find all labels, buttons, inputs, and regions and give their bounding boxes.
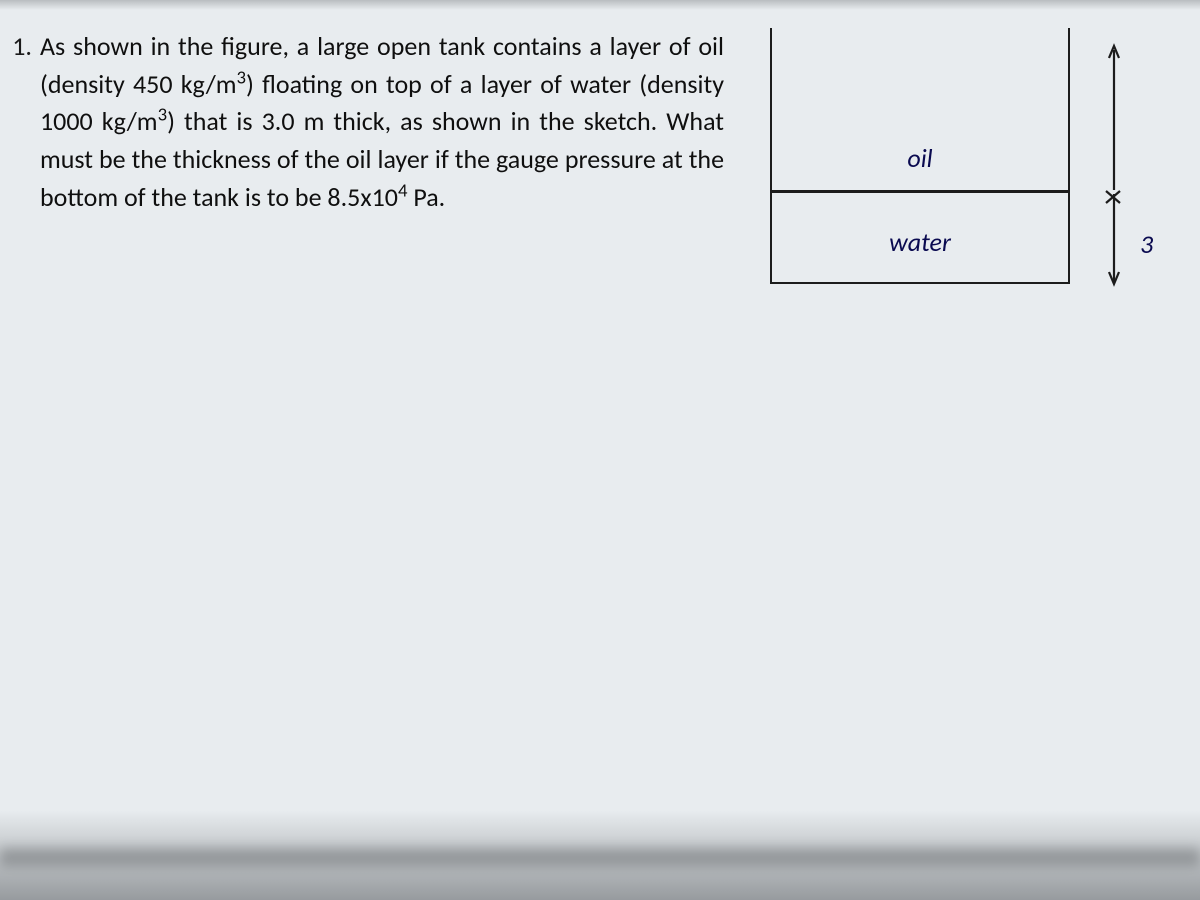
water-thickness-label: 3 xyxy=(1140,228,1153,260)
question-text: As shown in the figure, a large open tan… xyxy=(40,28,724,216)
content-row: 1. As shown in the figure, a large open … xyxy=(4,28,1196,298)
photo-vignette-bottom xyxy=(0,810,1200,900)
question-block: 1. As shown in the figure, a large open … xyxy=(4,28,724,216)
dimension-cross-icon xyxy=(1104,188,1122,206)
photo-vignette-top xyxy=(0,0,1200,10)
dimension-arrows: 3 xyxy=(1108,42,1198,290)
figure-wrap: oil water 3 xyxy=(748,28,1196,298)
oil-label: oil xyxy=(770,142,1070,174)
page-root: 1. As shown in the figure, a large open … xyxy=(0,0,1200,900)
dimension-arrow-svg xyxy=(1108,42,1138,292)
tank-figure: oil water 3 xyxy=(770,28,1190,298)
oil-water-divider xyxy=(770,190,1070,193)
question-number: 1. xyxy=(4,28,32,66)
water-label: water xyxy=(770,226,1070,258)
